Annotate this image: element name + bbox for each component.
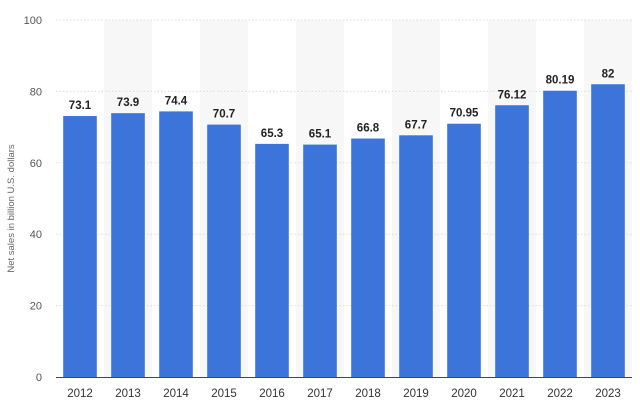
value-label-2018: 66.8 [357,123,380,135]
x-tick-label-2016: 2016 [259,388,285,400]
bar-2019[interactable] [399,135,433,377]
x-tick-label-2013: 2013 [115,388,141,400]
bar-2014[interactable] [159,111,193,377]
bar-2015[interactable] [207,124,241,377]
value-label-2023: 82 [602,68,615,80]
y-tick-label: 20 [30,301,42,313]
x-tick-label-2018: 2018 [355,388,381,400]
bar-2023[interactable] [591,84,625,377]
bar-2020[interactable] [447,123,481,377]
bar-2017[interactable] [303,144,337,377]
x-tick-label-2020: 2020 [451,388,477,400]
x-tick-label-2019: 2019 [403,388,429,400]
value-label-2022: 80.19 [546,75,575,87]
bar-2018[interactable] [351,138,385,377]
y-tick-label: 40 [30,229,42,241]
value-label-2012: 73.1 [69,100,92,112]
bar-2021[interactable] [495,105,529,378]
x-tick-label-2023: 2023 [595,388,621,400]
gridlines [56,19,632,307]
bar-2022[interactable] [543,90,577,377]
value-label-2020: 70.95 [450,108,479,120]
y-tick-label: 80 [30,86,42,98]
value-label-2019: 67.7 [405,119,427,131]
x-tick-label-2012: 2012 [67,388,93,400]
x-tick-label-2021: 2021 [499,388,525,400]
bar-2013[interactable] [111,113,145,377]
x-tick-label-2015: 2015 [211,388,237,400]
value-label-2016: 65.3 [261,128,283,140]
bar-2012[interactable] [63,116,97,378]
y-tick-label: 100 [24,15,42,27]
y-tick-label: 0 [36,372,42,384]
value-labels: 73.1 73.9 74.4 70.7 65.3 65.1 66.8 67.7 70.95 76.… [69,68,615,140]
y-axis-ticks: 0 20 40 60 80 100 [24,15,42,384]
value-label-2021: 76.12 [498,89,527,101]
y-axis-label: Net sales in billion U.S. dollars [6,144,17,273]
value-label-2015: 70.7 [213,109,235,121]
x-axis-ticks: 2012 2013 2014 2015 2016 2017 2018 2019 2020 2021… [67,388,621,400]
y-tick-label: 60 [30,158,42,170]
x-tick-label-2014: 2014 [163,388,189,400]
value-label-2017: 65.1 [309,129,332,141]
value-label-2014: 74.4 [165,95,188,107]
bars [63,84,625,378]
x-tick-label-2022: 2022 [547,388,573,400]
value-label-2013: 73.9 [117,97,139,109]
x-tick-label-2017: 2017 [307,388,333,400]
bar-2016[interactable] [255,143,289,377]
